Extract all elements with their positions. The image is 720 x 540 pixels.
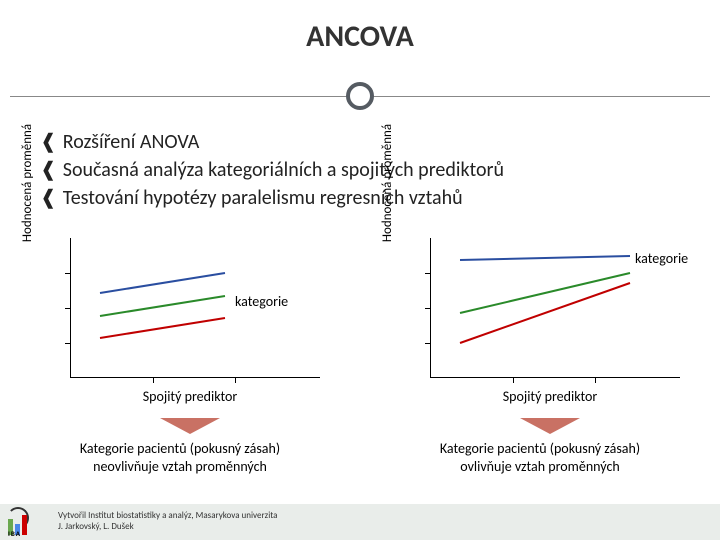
caption-line: Kategorie pacientů (pokusný zásah) (80, 440, 280, 457)
bullet-text: Testování hypotézy paralelismu regresníc… (63, 186, 463, 210)
bullet-item: ❰ Současná analýza kategoriálních a spoj… (40, 158, 690, 182)
charts-row: Hodnocená proměnná kategorie Spojitý pre… (0, 238, 720, 418)
iba-logo-icon: IBA (6, 507, 46, 537)
chart-left: Hodnocená proměnná kategorie Spojitý pre… (0, 238, 360, 418)
bullet-list: ❰ Rozšíření ANOVA ❰ Současná analýza kat… (40, 130, 690, 214)
plot-area: kategorie (70, 238, 320, 378)
caption-left: Kategorie pacientů (pokusný zásah) neovl… (0, 440, 360, 476)
footer-line1: Vytvořil Institut biostatistiky a analýz… (58, 510, 278, 521)
x-tick (595, 378, 596, 383)
plot-area: kategorie (430, 238, 680, 378)
chart-right: Hodnocená proměnná kategorie Spojitý pre… (360, 238, 720, 418)
bullet-item: ❰ Rozšíření ANOVA (40, 130, 690, 154)
title-ornament (0, 82, 720, 112)
series-line (460, 256, 630, 260)
caption-line: Kategorie pacientů (pokusný zásah) (440, 440, 640, 457)
bullet-marker-icon: ❰ (40, 186, 57, 210)
x-tick (153, 378, 154, 383)
down-arrow-icon (520, 418, 580, 434)
caption-line: neovlivňuje vztah proměnných (93, 458, 267, 475)
caption-right: Kategorie pacientů (pokusný zásah) ovliv… (360, 440, 720, 476)
bullet-marker-icon: ❰ (40, 130, 57, 154)
series-line (100, 296, 225, 316)
page-title: ANCOVA (0, 0, 720, 55)
x-axis-label: Spojitý prediktor (460, 388, 640, 405)
x-tick (235, 378, 236, 383)
bullet-text: Rozšíření ANOVA (63, 130, 200, 154)
bullet-marker-icon: ❰ (40, 158, 57, 182)
x-axis-label: Spojitý prediktor (100, 388, 280, 405)
legend-label: kategorie (635, 250, 688, 267)
logo-text: IBA (8, 529, 21, 538)
footer-line2: J. Jarkovský, L. Dušek (58, 521, 134, 532)
captions-row: Kategorie pacientů (pokusný zásah) neovl… (0, 440, 720, 476)
footer-credits: Vytvořil Institut biostatistiky a analýz… (58, 511, 278, 533)
caption-line: ovlivňuje vztah proměnných (460, 458, 619, 475)
y-axis-label: Hodnocená proměnná (20, 113, 35, 253)
y-axis-label: Hodnocená proměnná (380, 113, 395, 253)
footer: IBA Vytvořil Institut biostatistiky a an… (0, 504, 720, 540)
legend-label: kategorie (235, 293, 288, 310)
series-line (100, 273, 225, 293)
ornament-circle-icon (346, 82, 374, 110)
down-arrow-icon (160, 418, 220, 434)
series-line (100, 318, 225, 338)
x-tick (513, 378, 514, 383)
bullet-item: ❰ Testování hypotézy paralelismu regresn… (40, 186, 690, 210)
slide: ANCOVA ❰ Rozšíření ANOVA ❰ Současná anal… (0, 0, 720, 540)
bullet-text: Současná analýza kategoriálních a spojit… (63, 158, 504, 182)
